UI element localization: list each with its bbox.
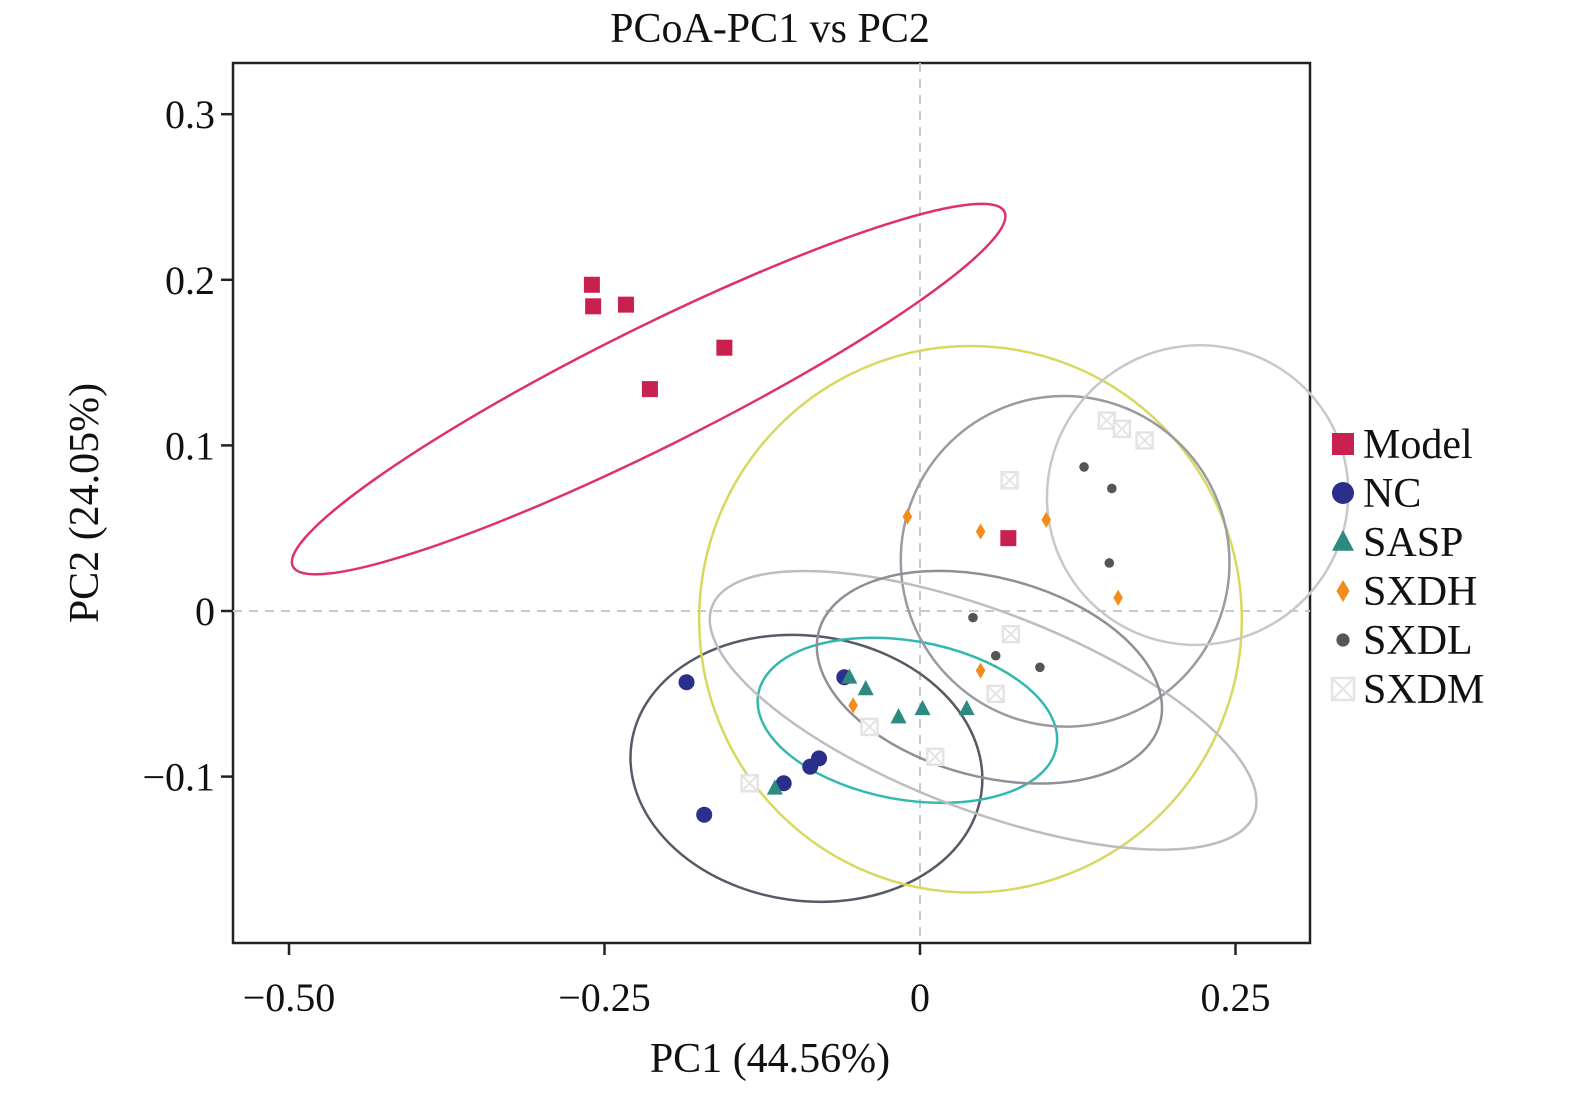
legend-label: SXDM [1363,667,1484,713]
legend-label: NC [1363,471,1421,517]
y-axis: −0.1 0 0.1 0.2 0.3 [142,92,233,800]
legend-marker-sasp [1332,529,1354,551]
point-model [583,276,600,293]
point-group [583,276,1154,823]
series-sasp [766,668,975,795]
point-model [617,296,634,313]
x-axis: −0.50 −0.25 0 0.25 [243,943,1271,1020]
y-tick-label: 0.1 [165,423,215,468]
point-nc [678,674,695,691]
point-nc [775,775,792,792]
point-sasp [841,668,858,684]
y-tick-label: 0.2 [165,258,215,303]
point-sxdh [902,508,913,525]
legend-marker-sxdl [1336,633,1350,647]
point-sxdh [1041,511,1051,528]
point-model [585,298,602,315]
legend-marker-sxdh [1336,580,1350,602]
series-sxdl [968,462,1117,673]
point-sxdm [1097,411,1117,430]
point-sxdh [1113,589,1123,606]
point-sxdh [848,697,858,714]
point-sxdm [740,773,759,793]
point-sxdm [860,717,879,737]
confidence-ellipse-sxdl [899,394,1231,728]
confidence-ellipse-sxdh [697,344,1244,894]
x-tick-label: −0.25 [558,975,651,1020]
series-model [583,276,1017,547]
plot-frame [231,61,1312,945]
series-sxdh [848,508,1123,714]
legend-label: SASP [1363,520,1463,566]
legend-label: SXDH [1363,569,1477,615]
confidence-ellipse-extra-1 [1045,343,1350,647]
point-sxdh [975,662,986,679]
point-sxdm [925,747,945,766]
chart-title: PCoA-PC1 vs PC2 [610,6,930,52]
point-model [641,381,658,398]
legend-item-nc: NC [1332,471,1421,517]
legend-marker-nc [1332,482,1354,504]
point-nc [696,806,713,823]
point-sasp [766,779,783,795]
y-tick-label: 0 [195,589,215,634]
zero-lines [233,63,1310,943]
x-tick-label: −0.50 [243,975,336,1020]
confidence-ellipse-model [290,202,1007,576]
point-sxdm [1000,470,1019,490]
point-sxdm [1135,431,1154,450]
y-axis-label: PC2 (24.05%) [62,383,108,623]
point-sasp [857,680,874,696]
point-sxdl [1107,483,1117,494]
legend-item-sxdh: SXDH [1336,569,1477,615]
legend-item-model: Model [1332,422,1473,468]
legend-item-sxdl: SXDL [1336,618,1473,664]
confidence-ellipse-extra-2 [815,569,1164,785]
point-sasp [958,699,975,716]
ellipse-group [290,202,1350,904]
y-tick-label: −0.1 [142,755,215,800]
point-model [716,339,733,356]
confidence-ellipse-sxdm [708,569,1258,851]
point-sxdl [968,612,978,623]
point-sxdh [975,523,986,540]
legend-marker-sxdm [1330,676,1356,702]
series-sxdm [740,411,1154,793]
point-sasp [890,708,907,724]
point-nc [811,750,828,767]
point-sasp [914,699,931,716]
point-sxdm [1001,624,1021,644]
point-sxdl [1079,462,1089,472]
legend-label: SXDL [1363,618,1473,664]
x-tick-label: 0 [910,975,930,1020]
point-model [1000,530,1017,547]
point-sxdl [1035,662,1045,673]
point-sxdm [1112,419,1132,439]
legend-item-sasp: SASP [1332,520,1463,566]
legend-marker-model [1332,433,1354,455]
x-tick-label: 0.25 [1201,975,1271,1020]
point-sxdm [986,684,1005,704]
legend-item-sxdm: SXDM [1330,667,1484,713]
confidence-ellipse-nc [629,633,984,904]
legend-label: Model [1363,422,1473,468]
plot-area [231,61,1350,945]
point-sxdl [1104,558,1115,568]
y-tick-label: 0.3 [165,92,215,137]
x-axis-label: PC1 (44.56%) [650,1036,890,1082]
point-sxdl [990,650,1001,661]
